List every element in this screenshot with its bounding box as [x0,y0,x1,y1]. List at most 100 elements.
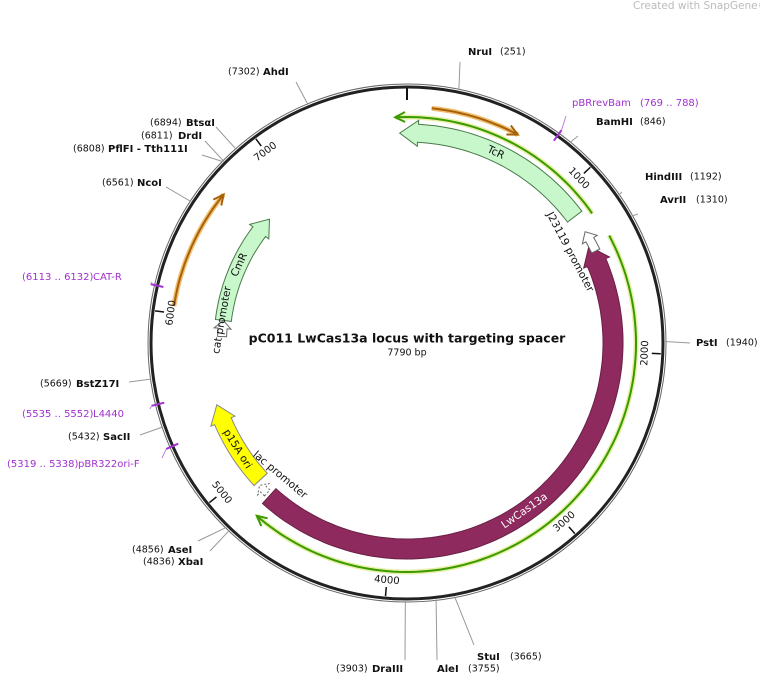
strand-arrow-head [255,514,268,527]
promoter-arrow [581,231,601,254]
cmr-arrow [214,218,271,322]
site-name: AleI [437,664,459,675]
site-name: HindIII [645,172,682,183]
site-name: StuI [477,652,500,663]
site-leader [454,596,475,646]
site-name: DrdI [178,131,202,142]
site-leader [128,378,152,383]
site-position: (7302) [228,67,260,78]
primer-name: pBR322ori-F [78,459,140,470]
primer-leader [161,448,167,459]
p15a-ori-arrow [210,404,268,487]
site-position: (251) [500,47,526,58]
site-leader [139,426,164,436]
site-position: (1192) [690,172,722,183]
site-leader [618,191,623,196]
ruler-tick [255,138,262,147]
primer-name: L4440 [93,409,124,420]
promoter-arrow [212,319,233,338]
ruler-tick [208,496,217,504]
site-position: (6811) [141,131,173,142]
primer-site [165,442,179,450]
promoter-arrow [256,482,271,497]
primer-site [151,401,165,407]
ruler-tick [384,587,388,597]
primer-arrow-head [212,192,225,206]
ruler-label: 6000 [164,300,178,327]
site-position: (3665) [510,652,542,663]
site-leader [664,340,691,344]
strand-arrow-head [392,111,406,123]
site-name: NcoI [137,178,162,189]
site-name: PflFI - Tth111I [108,144,188,155]
site-position: (1310) [696,195,728,206]
strand-arrow [395,115,593,214]
primer-leader [150,281,153,285]
site-position: (846) [640,117,666,128]
site-name: NruI [468,47,492,58]
backbone-outer [147,83,667,603]
ruler-label: 7000 [252,140,279,164]
lwcas13a-arrow [261,245,624,560]
primer-name: CAT-R [93,272,122,283]
site-name: SacII [103,432,130,443]
site-position: (4836) [143,557,175,568]
primer-arrow [431,107,519,136]
site-leader [197,526,227,542]
watermark: Created with SnapGene® [633,0,760,12]
site-position: (6808) [73,144,105,155]
primer-range: (769 .. 788) [640,98,699,109]
primer-site [150,283,164,288]
primer-arrow-halo [171,192,226,307]
ruler-tick [583,166,591,175]
primer-arrow [172,193,225,307]
site-name: AseI [168,545,192,556]
site-name: BtsαI [186,118,215,129]
ruler-label: 2000 [639,340,651,366]
site-leader [209,529,230,552]
site-position: (4856) [132,545,164,556]
ruler-tick [568,526,576,535]
site-leader [204,140,225,162]
site-position: (3755) [468,664,500,675]
site-position: (5669) [40,379,72,390]
site-name: BamHI [596,117,633,128]
primer-range: (5535 .. 5552) [22,409,94,420]
primer-range: (5319 .. 5338) [7,459,79,470]
site-leader [295,81,309,105]
primer-range: (6113 .. 6132) [22,272,94,283]
site-position: (6561) [102,178,134,189]
tcr-arrow [398,119,583,223]
primer-name: pBRrevBam [572,98,631,109]
ruler-label: 4000 [374,574,400,587]
primer-site [553,129,563,142]
site-name: DraIII [372,664,403,675]
primer-leader [561,115,567,131]
site-leader [569,135,579,144]
site-leader [631,213,639,217]
ruler-tick [154,310,165,313]
site-name: AvrII [660,195,686,206]
primer-leader [149,405,153,410]
site-leader [201,154,224,163]
site-leader [215,126,237,150]
site-leader [458,61,461,91]
strand-arrow [256,235,637,573]
ruler-label: 5000 [209,480,234,507]
site-leader [165,186,192,203]
backbone [149,85,665,601]
site-position: (6894) [150,118,182,129]
map-title: pC011 LwCas13a locus with targeting spac… [249,331,567,346]
site-position: (5432) [68,432,100,443]
site-position: (1940) [726,338,758,349]
site-name: PstI [696,338,718,349]
ruler-label: 3000 [551,509,577,534]
site-name: BstZ17I [76,379,119,390]
site-position: (3903) [336,664,368,675]
site-leader [435,599,438,661]
site-name: XbaI [178,557,203,568]
map-size: 7790 bp [387,348,426,359]
site-name: AhdI [263,67,289,78]
primer-arrow-head [506,124,520,136]
